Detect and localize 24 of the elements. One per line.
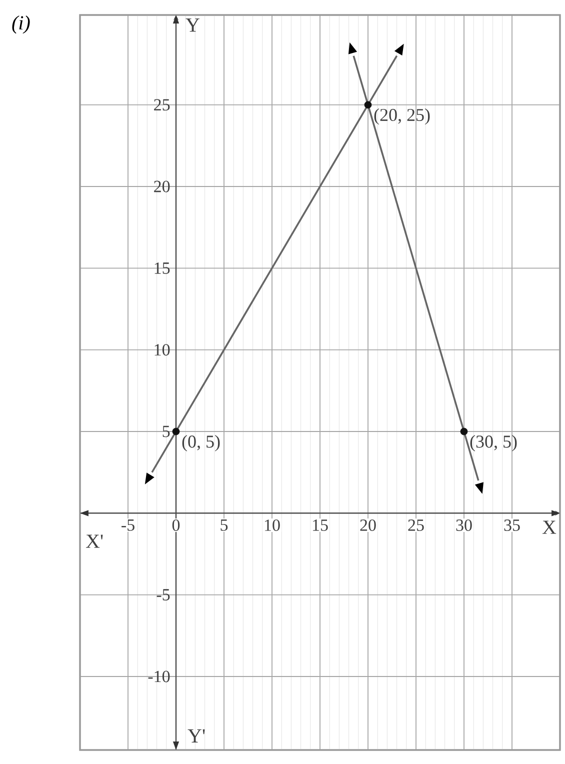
y-tick-label: 15: [154, 262, 170, 274]
annotation: Y': [188, 729, 205, 742]
x-axis-title: X: [542, 520, 556, 534]
x-tick-label: 0: [172, 519, 180, 531]
annotation: X': [86, 534, 103, 548]
x-tick-label: 20: [360, 519, 376, 531]
y-tick-label: 25: [154, 99, 170, 111]
y-axis-title: Y: [186, 18, 200, 32]
y-tick-label: 5: [162, 426, 170, 438]
annotation: (0, 5): [182, 435, 220, 452]
annotation: (30, 5): [470, 435, 517, 452]
x-tick-label: -5: [122, 519, 134, 531]
y-tick-label: 20: [154, 180, 170, 192]
y-tick-label: 10: [154, 344, 170, 356]
x-tick-label: 25: [408, 519, 424, 531]
x-tick-label: 30: [456, 519, 472, 531]
x-tick-label: 15: [312, 519, 328, 531]
x-tick-label: 35: [504, 519, 520, 531]
x-tick-label: 10: [264, 519, 280, 531]
y-tick-label: -5: [156, 589, 170, 600]
annotation: (20, 25): [374, 108, 430, 125]
y-tick-label: -10: [148, 670, 170, 682]
x-tick-label: 5: [220, 519, 228, 531]
chart-title: (i): [12, 16, 30, 34]
